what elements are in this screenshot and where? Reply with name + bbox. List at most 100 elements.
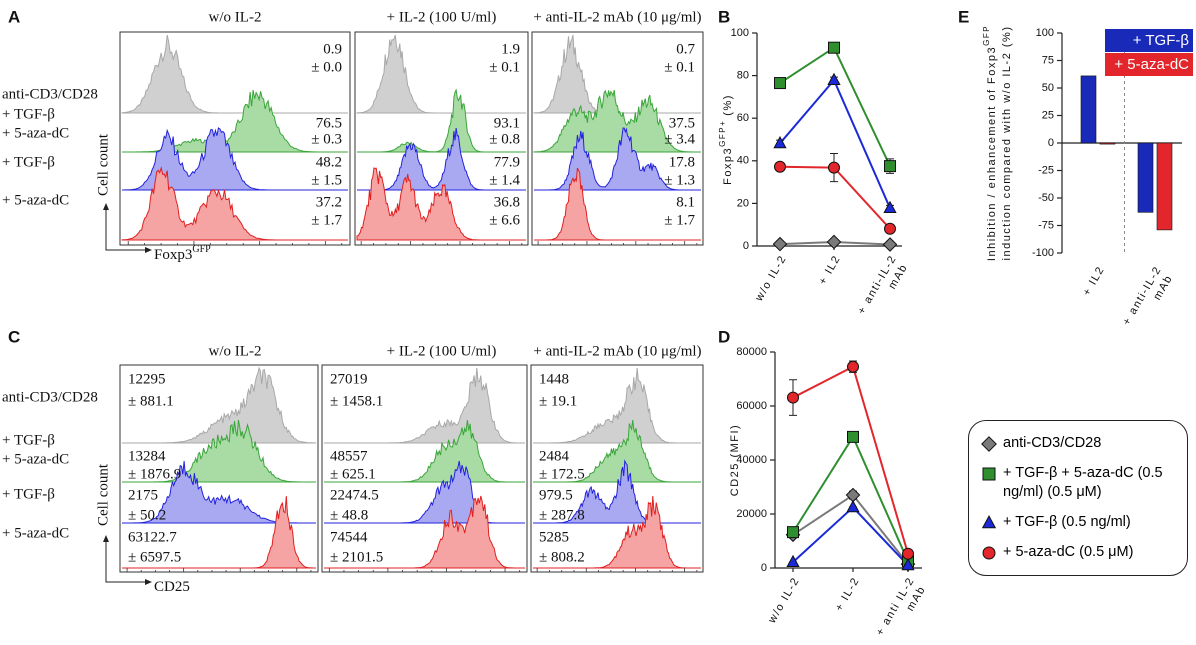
stat-label: ± 6.6	[489, 212, 520, 228]
legend-label: + TGF-β + 5-aza-dC (0.5 ng/ml) (0.5 μM)	[1003, 465, 1163, 501]
legend-swatch	[1105, 53, 1193, 76]
legend-entry: anti-CD3/CD28	[981, 434, 1181, 453]
marker	[846, 499, 860, 513]
stat-label: 13284	[128, 448, 166, 464]
y-tick-label: -100	[1032, 247, 1054, 259]
histogram	[122, 419, 316, 483]
row-label: + TGF-β	[2, 154, 55, 170]
stat-label: ± 1.7	[664, 212, 695, 228]
arrow-head	[103, 535, 109, 542]
y-axis-label-main: CD25 (MFI)	[729, 424, 741, 496]
y-tick-label: 40000	[736, 454, 767, 466]
histogram	[357, 88, 526, 153]
legend-label: + 5-aza-dC	[1114, 56, 1189, 73]
marker	[901, 557, 915, 571]
y-tick-label: 0	[761, 562, 767, 574]
histogram	[533, 89, 701, 153]
x-tick-label: + anti-IL-2mAb	[1121, 264, 1177, 334]
legend-entry: + TGF-β + 5-aza-dC (0.5 ng/ml) (0.5 μM)	[981, 464, 1181, 502]
stat-label: ± 1876.9	[128, 466, 181, 482]
marker	[774, 160, 786, 173]
panel-letter: A	[8, 7, 20, 26]
row-label: + 5-aza-dC	[2, 451, 69, 467]
bar	[1099, 142, 1116, 145]
legend-marker	[982, 467, 996, 481]
marker	[902, 547, 914, 560]
stat-label: ± 0.3	[311, 131, 342, 147]
x-axis-label-main: CD25	[154, 579, 190, 595]
histogram	[324, 367, 525, 444]
x-tick-label-line: w/o IL-2	[753, 253, 789, 304]
x-tick-label: + IL-2	[833, 575, 862, 613]
histogram-box	[321, 364, 528, 573]
marker	[981, 514, 997, 529]
row-label: + 5-aza-dC	[2, 192, 69, 208]
stat-label: 93.1	[494, 115, 520, 131]
stat-label: ± 1.7	[311, 212, 342, 228]
arrow-head	[103, 203, 109, 210]
y-tick-label: 60000	[736, 400, 767, 412]
x-axis-label: Foxp3GFP	[154, 244, 211, 263]
histogram	[121, 34, 348, 114]
histogram	[356, 167, 526, 241]
y-axis-label: Cell count	[95, 463, 111, 526]
y-axis-label-main: Inhibition / enhancement of Foxp3	[986, 46, 998, 261]
column-header: + IL-2 (100 U/ml)	[387, 9, 497, 25]
stat-label: 2175	[128, 487, 158, 503]
histogram	[534, 127, 701, 191]
stat-label: 48.2	[316, 154, 342, 170]
marker	[884, 222, 896, 235]
y-axis-label: Inhibition / enhancement of Foxp3GFP	[982, 25, 998, 261]
stat-label: ± 3.4	[664, 131, 695, 147]
y-tick-label: 25	[1042, 109, 1054, 121]
marker	[827, 72, 841, 85]
x-tick-label: + IL2	[1081, 264, 1108, 298]
stat-label: 12295	[128, 371, 166, 387]
row-label: anti-CD3/CD28	[2, 86, 98, 102]
stat-label: ± 0.0	[311, 59, 342, 75]
legend-label: + 5-aza-dC (0.5 μM)	[1003, 543, 1134, 560]
y-tick-label: 40	[737, 155, 749, 167]
histogram	[356, 34, 526, 114]
marker	[828, 41, 840, 54]
marker	[982, 546, 996, 560]
stat-label: 27019	[330, 371, 368, 387]
histogram	[122, 495, 316, 569]
y-tick-label: 80	[737, 70, 749, 82]
marker	[774, 77, 786, 90]
x-tick-label: w/o IL-2	[753, 253, 789, 304]
stat-label: 37.5	[669, 115, 695, 131]
histogram	[533, 419, 701, 483]
panel-letter: B	[718, 7, 730, 26]
stat-label: 22474.5	[330, 487, 379, 503]
legend-label: + TGF-β	[1133, 32, 1190, 49]
histogram-box	[119, 31, 351, 246]
legend-swatch	[1105, 29, 1193, 52]
y-axis-label: induction compared with w/o IL-2 (%)	[1001, 26, 1013, 261]
marker	[826, 234, 842, 250]
arrow-head	[145, 247, 152, 253]
row-label: + TGF-β	[2, 106, 55, 122]
marker	[847, 360, 859, 373]
histogram	[533, 459, 701, 524]
legend-marker	[981, 436, 997, 453]
histogram	[122, 366, 317, 444]
y-tick-label: 100	[731, 27, 749, 39]
y-tick-label: -25	[1038, 164, 1054, 176]
panel-letter: D	[718, 327, 730, 346]
histogram-box	[531, 31, 704, 246]
stat-label: ± 50.2	[128, 507, 166, 523]
stat-label: ± 808.2	[539, 549, 585, 565]
legend-marker	[982, 546, 996, 560]
y-axis-label-main: Foxp3	[722, 147, 734, 185]
stat-label: 74544	[330, 529, 368, 545]
bar	[1156, 142, 1173, 231]
bar	[1080, 75, 1097, 144]
stat-label: ± 1.3	[664, 172, 695, 188]
histogram	[324, 419, 525, 483]
marker	[982, 467, 996, 481]
axis-arrow	[105, 205, 150, 251]
y-tick-label: 100	[1036, 27, 1054, 39]
